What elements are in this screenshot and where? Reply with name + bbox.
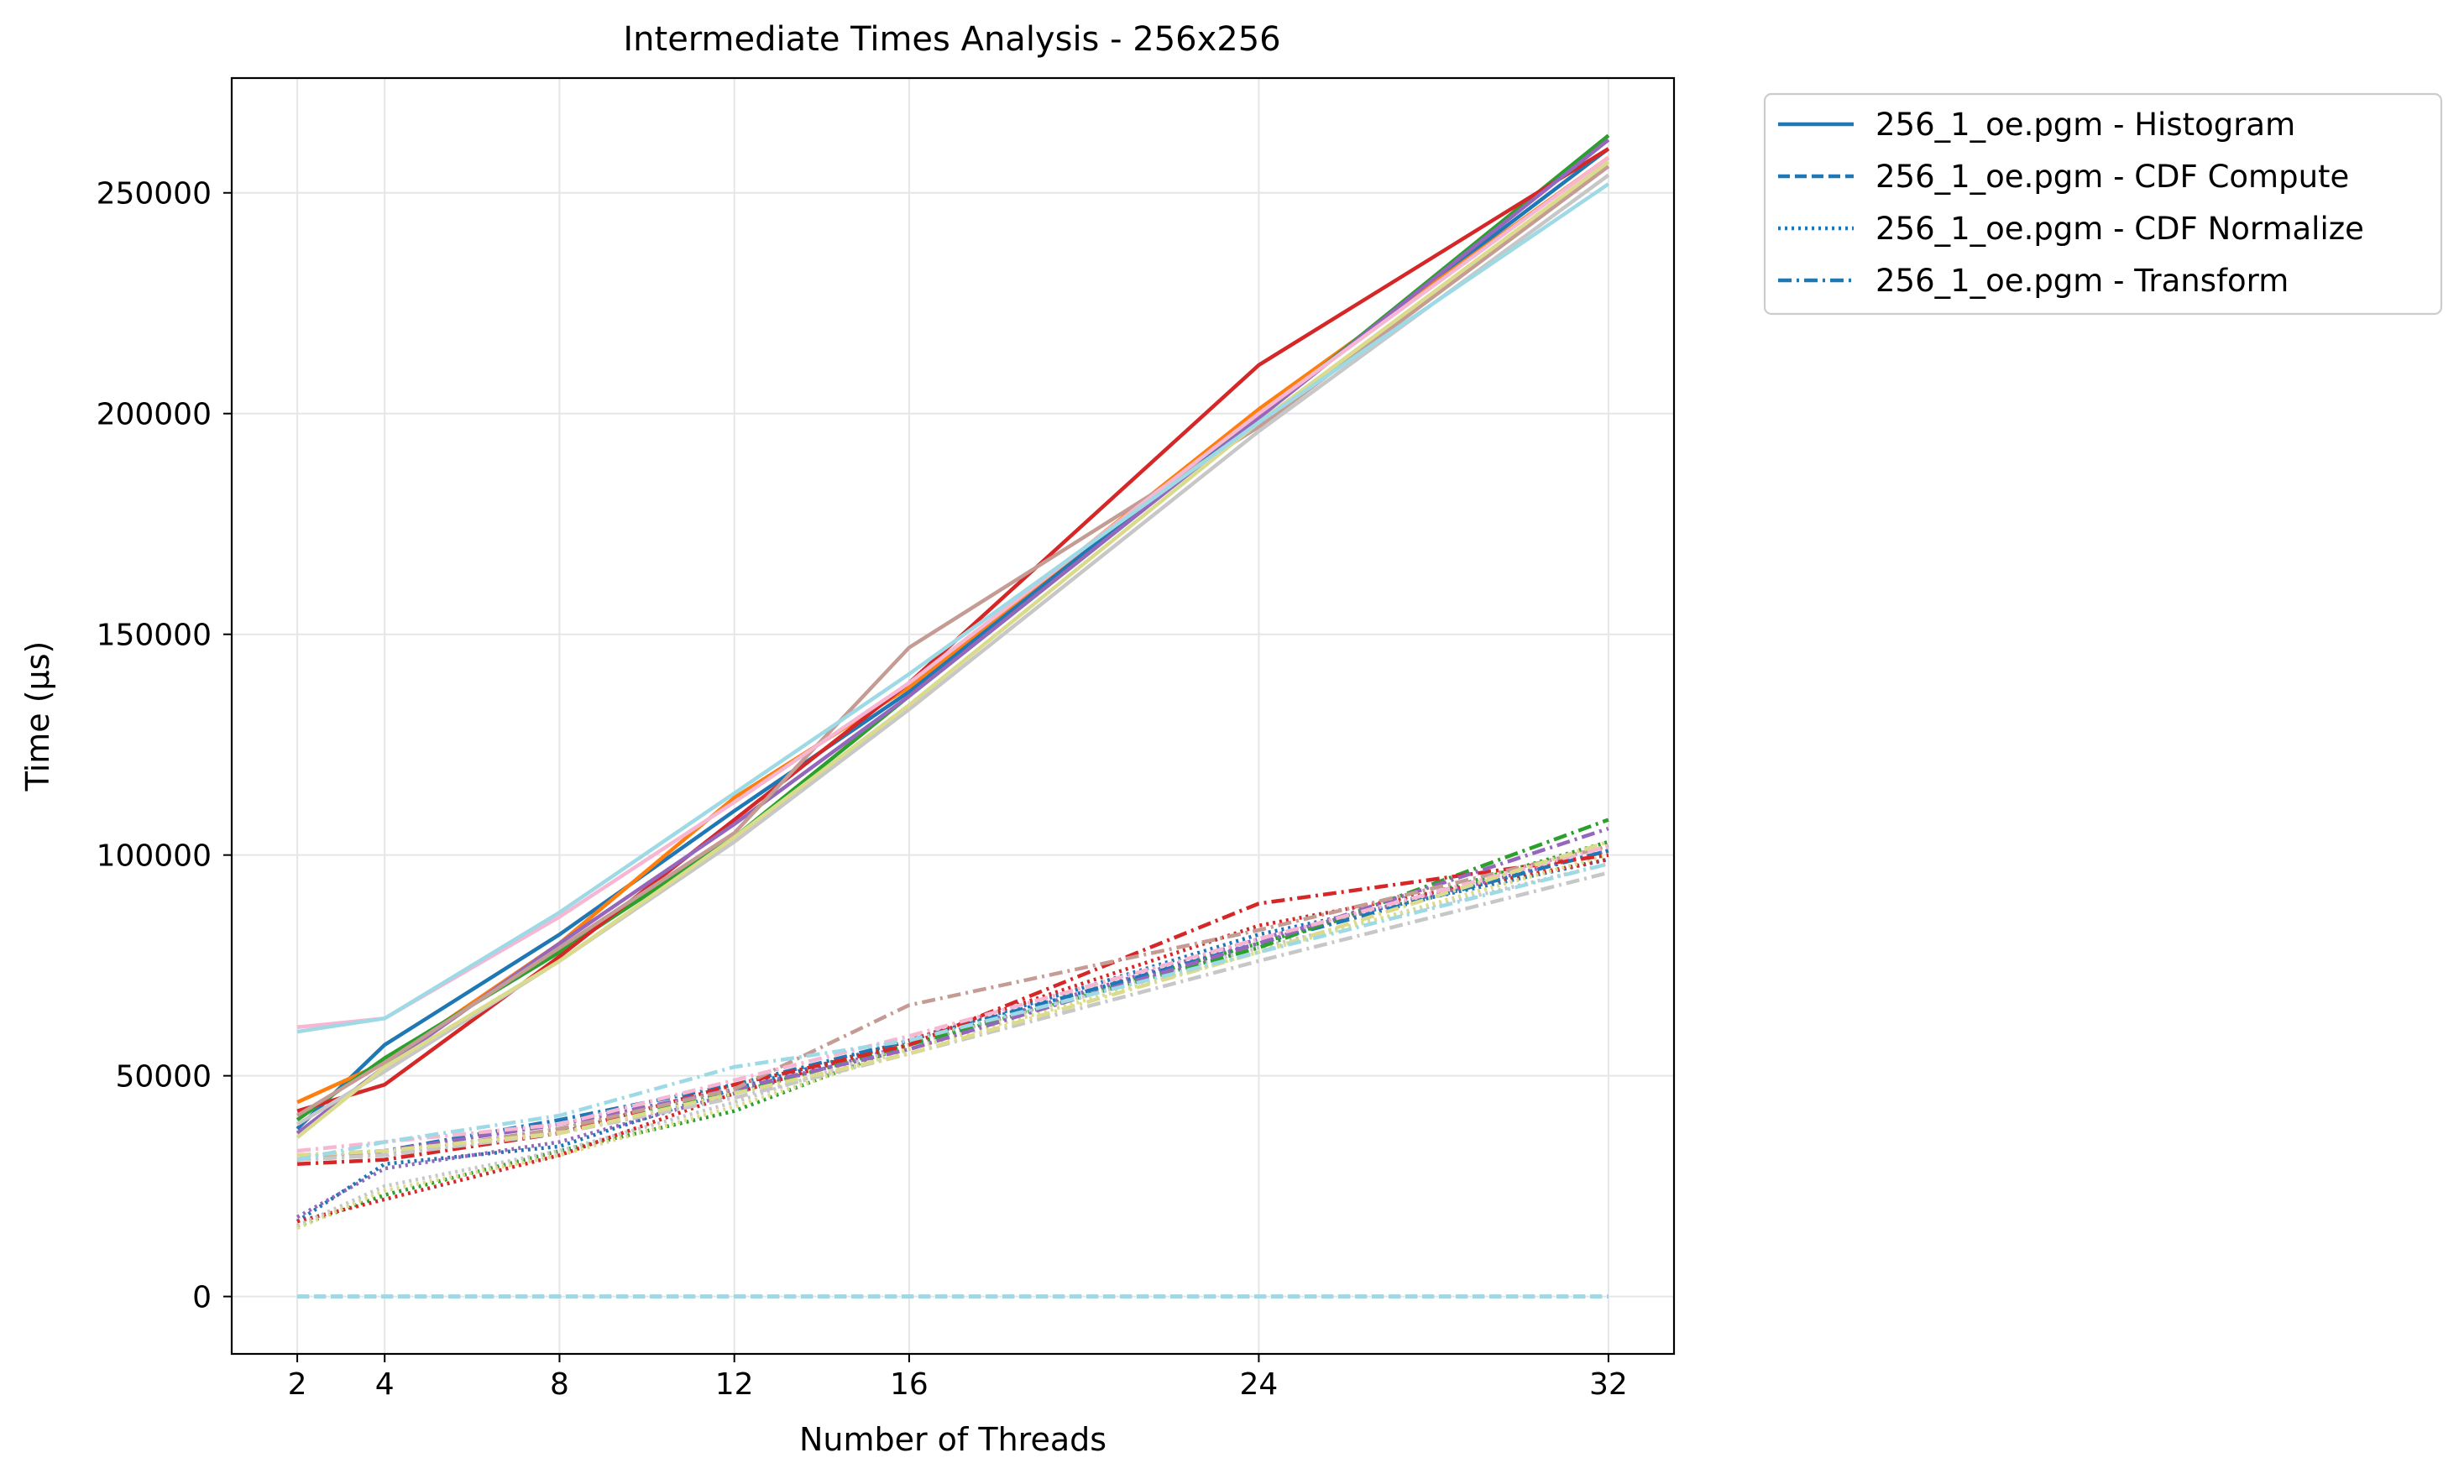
series-line-solid-9 <box>296 182 1610 1034</box>
series-line-dashdot-26 <box>296 839 1609 1157</box>
x-tick-label: 24 <box>1240 1367 1279 1402</box>
series-line-dotted-14 <box>296 839 1609 1228</box>
legend-label: 256_1_oe.pgm - Transform <box>1875 263 2289 299</box>
y-tick-label: 200000 <box>97 398 212 432</box>
y-tick-label: 50000 <box>115 1060 212 1095</box>
series-lines <box>296 133 1610 1298</box>
series-line-dotted-17 <box>296 862 1609 1228</box>
series-line-solid-5 <box>296 165 1610 1117</box>
x-tick-label: 32 <box>1589 1367 1628 1402</box>
plot-area-frame <box>230 76 1676 1356</box>
x-tick-label: 16 <box>890 1367 929 1402</box>
y-tick-label: 0 <box>192 1281 212 1315</box>
legend-box <box>1763 92 2443 316</box>
series-line-solid-3 <box>296 147 1610 1113</box>
axis-ticks: 2 4 8 12 16 24 3205000010000015000020000025000… <box>97 177 1628 1402</box>
y-tick-label: 100000 <box>97 839 212 874</box>
series-line-solid-7 <box>296 173 1610 1126</box>
y-tick-label: 250000 <box>97 177 212 212</box>
series-line-dashdot-21 <box>296 853 1609 1167</box>
series-line-dotted-18 <box>296 853 1609 1231</box>
x-tick-label: 12 <box>715 1367 754 1402</box>
x-tick-label: 4 <box>375 1367 395 1402</box>
x-axis-label: Number of Threads <box>799 1421 1106 1458</box>
series-line-dashdot-27 <box>296 862 1609 1162</box>
y-tick-label: 150000 <box>97 619 212 653</box>
x-tick-label: 2 <box>288 1367 307 1402</box>
legend-label: 256_1_oe.pgm - CDF Normalize <box>1875 211 2364 247</box>
chart-title: Intermediate Times Analysis - 256x256 <box>623 20 1280 59</box>
series-line-dashdot-25 <box>296 870 1609 1162</box>
legend-label: 256_1_oe.pgm - Histogram <box>1875 107 2295 143</box>
x-tick-label: 8 <box>550 1367 569 1402</box>
legend-label: 256_1_oe.pgm - CDF Compute <box>1875 159 2349 195</box>
y-axis-label: Time (µs) <box>19 641 56 792</box>
legend: 256_1_oe.pgm - Histogram 256_1_oe.pgm - C… <box>1763 92 2443 316</box>
